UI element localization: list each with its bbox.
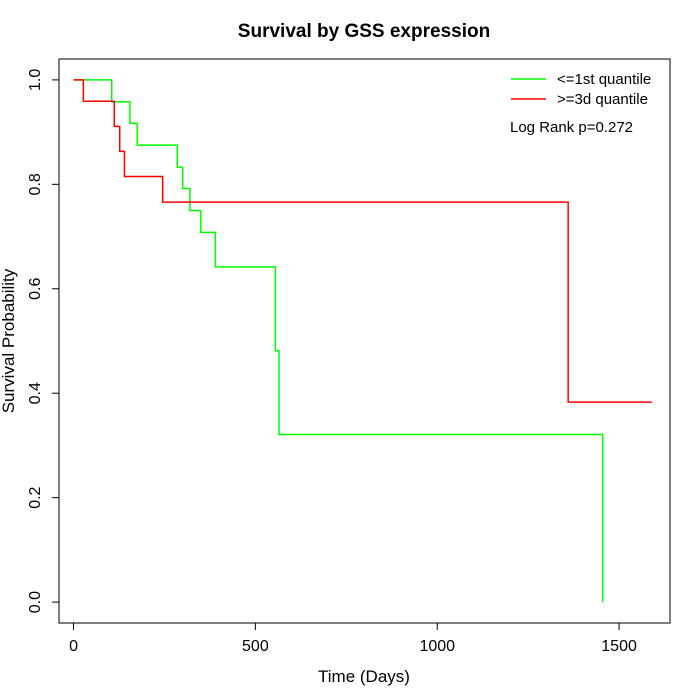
y-axis: 0.0 0.2 0.4 0.6 0.8 1.0	[27, 69, 60, 613]
y-tick-label: 0.2	[27, 486, 44, 508]
x-axis-label: Time (Days)	[318, 667, 410, 686]
x-axis: 0 500 1000 1500	[69, 622, 637, 655]
chart-title: Survival by GSS expression	[238, 21, 490, 42]
x-tick-label: 0	[69, 638, 78, 655]
series-layer	[73, 79, 652, 603]
legend: <=1st quantile >=3d quantile	[511, 71, 651, 108]
legend-label: <=1st quantile	[557, 71, 651, 88]
x-tick-label: 500	[242, 638, 269, 655]
plot-frame	[58, 58, 671, 624]
survival-curve-2	[73, 79, 652, 403]
x-tick-label: 1000	[419, 638, 455, 655]
x-tick-label: 1500	[601, 638, 637, 655]
y-tick-label: 0.4	[27, 382, 44, 404]
y-tick-label: 0.0	[27, 591, 44, 613]
log-rank-annotation: Log Rank p=0.272	[510, 119, 633, 136]
y-tick-label: 0.8	[27, 173, 44, 195]
legend-label: >=3d quantile	[557, 91, 648, 108]
y-tick-label: 1.0	[27, 69, 44, 91]
y-axis-label: Survival Probability	[0, 268, 18, 413]
y-tick-label: 0.6	[27, 278, 44, 300]
survival-curve-1	[73, 79, 604, 603]
